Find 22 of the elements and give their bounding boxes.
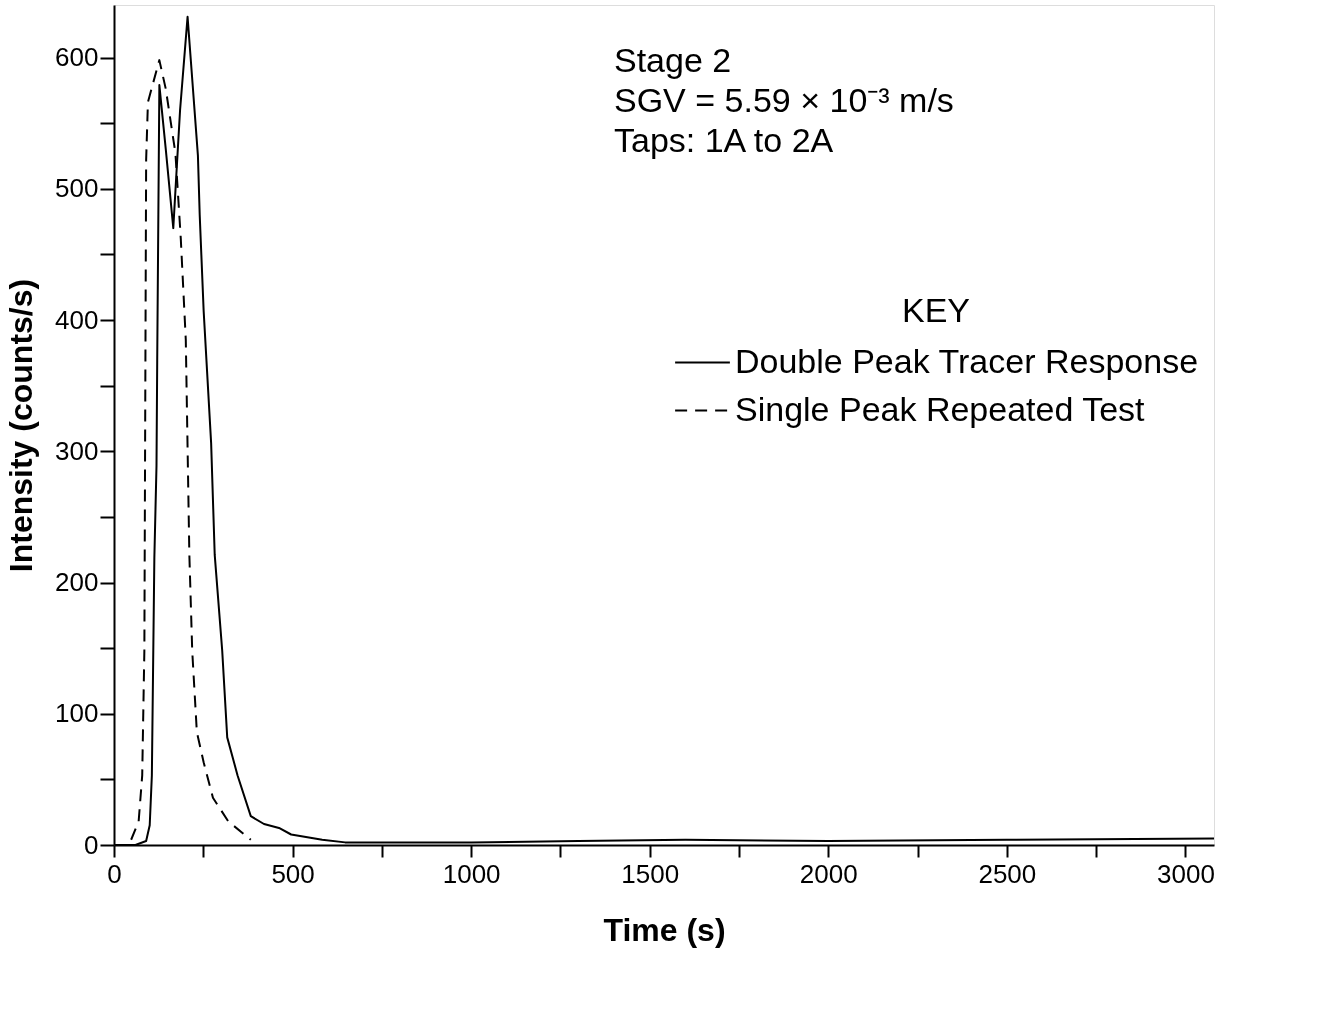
y-tick-label: 400 [55, 304, 99, 335]
y-axis-title: Intensity (counts/s) [3, 278, 40, 573]
y-tick-label: 100 [55, 698, 99, 729]
y-tick-label: 500 [55, 173, 99, 204]
legend-title: KEY [901, 291, 971, 329]
x-tick-label: 1000 [442, 858, 501, 889]
x-tick-label: 1500 [621, 858, 680, 889]
x-tick-label: 500 [271, 858, 315, 889]
y-tick-label: 600 [55, 42, 99, 72]
y-tick-label: 0 [84, 829, 99, 860]
x-tick-label: 3000 [1157, 858, 1215, 889]
x-tick-label: 0 [107, 858, 122, 889]
x-tick-label: 2000 [799, 858, 858, 889]
x-tick-label: 2500 [978, 858, 1037, 889]
y-tick-label: 300 [55, 435, 99, 466]
legend-label: Single Peak Repeated Test [735, 389, 1146, 428]
annotation: Taps: 1A to 2A [614, 121, 834, 159]
x-axis-title: Time (s) [603, 911, 726, 948]
annotation: SGV = 5.59 × 10⁻³ m/s [614, 81, 954, 119]
legend-label: Double Peak Tracer Response [735, 341, 1199, 380]
y-tick-label: 200 [55, 567, 99, 597]
annotation: Stage 2 [614, 41, 732, 79]
